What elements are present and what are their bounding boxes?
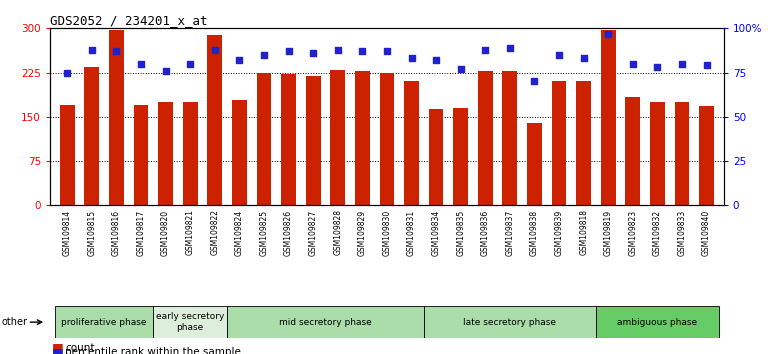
Text: GSM109829: GSM109829 xyxy=(358,210,367,256)
Text: GSM109817: GSM109817 xyxy=(136,210,146,256)
Bar xyxy=(330,70,345,205)
Point xyxy=(504,45,516,51)
Bar xyxy=(650,102,665,205)
Text: ■: ■ xyxy=(52,341,64,354)
Text: GSM109821: GSM109821 xyxy=(186,210,195,256)
Text: GSM109839: GSM109839 xyxy=(554,210,564,256)
Point xyxy=(627,61,639,67)
Text: GSM109827: GSM109827 xyxy=(309,210,318,256)
Point xyxy=(357,48,369,54)
Bar xyxy=(159,102,173,205)
Bar xyxy=(404,81,419,205)
Bar xyxy=(355,71,370,205)
Text: GSM109816: GSM109816 xyxy=(112,210,121,256)
Text: GSM109831: GSM109831 xyxy=(407,210,416,256)
Bar xyxy=(134,105,149,205)
Bar xyxy=(424,306,596,338)
Text: GSM109815: GSM109815 xyxy=(87,210,96,256)
Point xyxy=(159,68,172,74)
Text: late secretory phase: late secretory phase xyxy=(464,318,557,327)
Bar xyxy=(503,71,517,205)
Text: GSM109830: GSM109830 xyxy=(383,210,391,256)
Point xyxy=(454,66,467,72)
Text: GSM109818: GSM109818 xyxy=(579,210,588,256)
Point xyxy=(85,47,98,52)
Bar xyxy=(699,106,714,205)
Point xyxy=(602,31,614,36)
Text: GSM109838: GSM109838 xyxy=(530,210,539,256)
Text: early secretory
phase: early secretory phase xyxy=(156,313,224,332)
Text: GDS2052 / 234201_x_at: GDS2052 / 234201_x_at xyxy=(50,14,208,27)
Text: GSM109820: GSM109820 xyxy=(161,210,170,256)
Bar xyxy=(182,102,198,205)
Text: GSM109834: GSM109834 xyxy=(432,210,440,256)
Point xyxy=(61,70,73,75)
Text: GSM109824: GSM109824 xyxy=(235,210,244,256)
Bar xyxy=(306,75,320,205)
Text: GSM109825: GSM109825 xyxy=(259,210,269,256)
Point xyxy=(553,52,565,58)
Bar xyxy=(454,108,468,205)
Point xyxy=(578,56,590,61)
Text: percentile rank within the sample: percentile rank within the sample xyxy=(65,347,241,354)
Text: GSM109814: GSM109814 xyxy=(63,210,72,256)
Bar xyxy=(478,71,493,205)
Bar xyxy=(576,81,591,205)
Text: GSM109840: GSM109840 xyxy=(702,210,711,256)
Point xyxy=(430,57,442,63)
Text: proliferative phase: proliferative phase xyxy=(62,318,147,327)
Bar xyxy=(55,306,153,338)
Point xyxy=(479,47,491,52)
Text: GSM109823: GSM109823 xyxy=(628,210,638,256)
Point xyxy=(110,48,122,54)
Point xyxy=(651,64,664,70)
Point xyxy=(332,47,344,52)
Bar xyxy=(601,30,615,205)
Bar xyxy=(551,81,567,205)
Point xyxy=(701,63,713,68)
Bar xyxy=(380,73,394,205)
Text: GSM109828: GSM109828 xyxy=(333,210,342,256)
Point xyxy=(528,79,541,84)
Bar xyxy=(153,306,227,338)
Bar xyxy=(675,102,689,205)
Bar xyxy=(85,67,99,205)
Text: GSM109822: GSM109822 xyxy=(210,210,219,256)
Text: mid secretory phase: mid secretory phase xyxy=(279,318,372,327)
Text: GSM109826: GSM109826 xyxy=(284,210,293,256)
Text: ambiguous phase: ambiguous phase xyxy=(618,318,698,327)
Bar xyxy=(281,74,296,205)
Text: count: count xyxy=(65,343,95,353)
Point xyxy=(381,48,393,54)
Point xyxy=(233,57,246,63)
Text: GSM109833: GSM109833 xyxy=(678,210,687,256)
Text: other: other xyxy=(2,317,28,327)
Point xyxy=(283,48,295,54)
Bar xyxy=(527,123,542,205)
Bar xyxy=(625,97,640,205)
Text: GSM109819: GSM109819 xyxy=(604,210,613,256)
Point xyxy=(258,52,270,58)
Bar xyxy=(596,306,719,338)
Point xyxy=(405,56,417,61)
Text: ■: ■ xyxy=(52,346,64,354)
Bar xyxy=(232,100,246,205)
Bar xyxy=(109,29,124,205)
Point xyxy=(209,47,221,52)
Point xyxy=(676,61,688,67)
Bar xyxy=(60,105,75,205)
Bar xyxy=(256,73,271,205)
Point xyxy=(307,50,320,56)
Point xyxy=(135,61,147,67)
Bar xyxy=(227,306,424,338)
Text: GSM109832: GSM109832 xyxy=(653,210,662,256)
Text: GSM109836: GSM109836 xyxy=(480,210,490,256)
Text: GSM109837: GSM109837 xyxy=(505,210,514,256)
Bar xyxy=(207,35,223,205)
Point xyxy=(184,61,196,67)
Text: GSM109835: GSM109835 xyxy=(456,210,465,256)
Bar xyxy=(429,109,444,205)
